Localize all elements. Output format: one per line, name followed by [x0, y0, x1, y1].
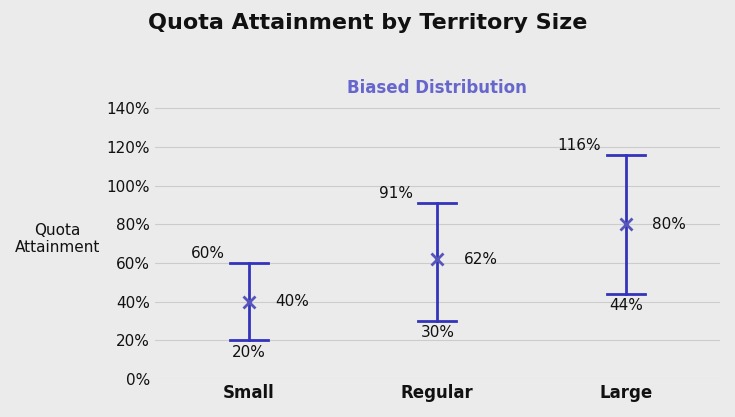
Text: 20%: 20%	[232, 345, 266, 360]
Text: 44%: 44%	[609, 298, 642, 313]
Text: 60%: 60%	[190, 246, 224, 261]
Text: 80%: 80%	[652, 217, 686, 232]
Text: 62%: 62%	[464, 252, 498, 267]
Title: Biased Distribution: Biased Distribution	[348, 79, 527, 97]
Text: 30%: 30%	[420, 325, 454, 340]
Y-axis label: Quota
Attainment: Quota Attainment	[15, 223, 101, 255]
Text: Quota Attainment by Territory Size: Quota Attainment by Territory Size	[148, 13, 587, 33]
Text: 91%: 91%	[379, 186, 413, 201]
Text: 40%: 40%	[276, 294, 309, 309]
Text: 116%: 116%	[558, 138, 601, 153]
